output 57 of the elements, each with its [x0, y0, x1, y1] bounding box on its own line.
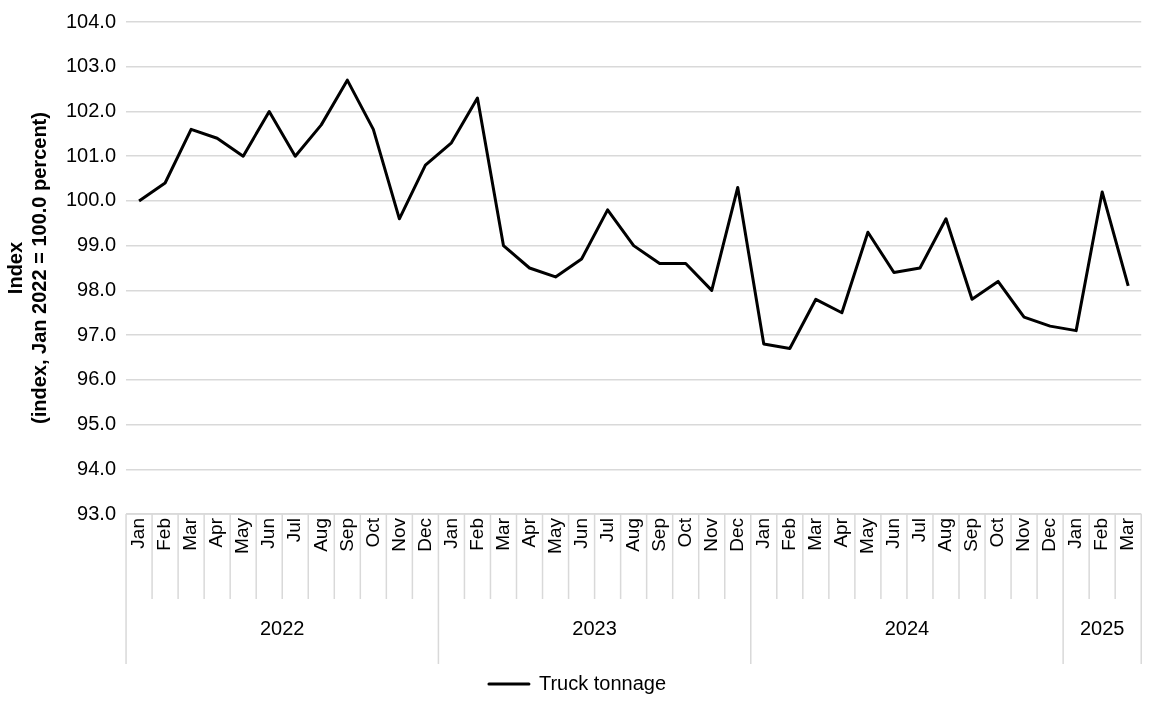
x-tick-label: Aug: [621, 518, 643, 552]
x-tick-label: Mar: [1116, 517, 1138, 551]
x-tick-label: Apr: [517, 517, 539, 548]
text: 2022: [259, 616, 305, 639]
x-tick-label: May: [543, 517, 565, 554]
text: 2023: [572, 616, 617, 639]
x-tick-label: Jul: [595, 518, 617, 543]
x-tick-label: Oct: [361, 517, 383, 548]
y-tick-label: 104.0: [65, 9, 117, 32]
x-tick-label: Jan: [752, 518, 774, 549]
x-tick-label: Apr: [205, 517, 227, 548]
x-tick-label: Jun: [257, 518, 279, 549]
x-tick-label: Jul: [283, 518, 305, 543]
x-tick-label: May: [231, 517, 253, 554]
y-axis-title: Index (index, Jan 2022 = 100.0 percent): [3, 112, 50, 424]
x-tick-label: Dec: [413, 518, 435, 552]
x-tick-label: Nov: [699, 517, 721, 552]
y-tick-label: 96.0: [77, 367, 117, 390]
x-tick-label: Mar: [491, 517, 513, 551]
x-tick-label: Feb: [153, 518, 175, 551]
y-tick-label: 97.0: [77, 322, 117, 345]
legend-label: Truck tonnage: [538, 671, 667, 694]
x-tick-label: May: [856, 517, 878, 554]
x-tick-label: Nov: [1012, 517, 1034, 552]
y-tick-label: 100.0: [65, 188, 117, 211]
x-tick-label: Aug: [934, 518, 956, 552]
x-tick-label: Feb: [778, 518, 800, 551]
x-tick-label: Nov: [387, 517, 409, 552]
x-tick-label: Aug: [309, 518, 331, 552]
x-tick-label: Apr: [830, 517, 852, 548]
x-tick-label: Jan: [439, 518, 461, 549]
x-tick-label: Oct: [986, 517, 1008, 548]
x-tick-label: Dec: [1038, 518, 1060, 552]
x-tick-label: Jul: [908, 518, 930, 543]
x-tick-label: Jun: [882, 518, 904, 549]
y-tick-label: 102.0: [65, 98, 117, 121]
y-tick-label: 93.0: [77, 501, 117, 524]
x-tick-label: Jun: [569, 518, 591, 549]
y-tick-label: 95.0: [77, 412, 117, 435]
text: 2025: [1079, 616, 1125, 639]
y-tick-label: 101.0: [65, 143, 117, 166]
x-tick-label: Feb: [1090, 518, 1112, 551]
text: 2024: [884, 616, 930, 639]
x-tick-label: Jan: [127, 518, 149, 549]
x-tick-label: Mar: [179, 517, 201, 551]
x-tick-label: Sep: [335, 518, 357, 552]
y-tick-label: 98.0: [77, 277, 117, 300]
x-tick-label: Jan: [1064, 518, 1086, 549]
y-tick-label: 99.0: [77, 233, 117, 256]
x-tick-label: Dec: [725, 518, 747, 552]
y-tick-label: 103.0: [65, 54, 117, 77]
x-tick-label: Sep: [647, 518, 669, 552]
x-tick-label: Mar: [804, 517, 826, 551]
x-tick-label: Feb: [465, 518, 487, 551]
x-tick-label: Sep: [960, 518, 982, 552]
x-tick-label: Oct: [673, 517, 695, 548]
y-tick-label: 94.0: [77, 456, 117, 479]
